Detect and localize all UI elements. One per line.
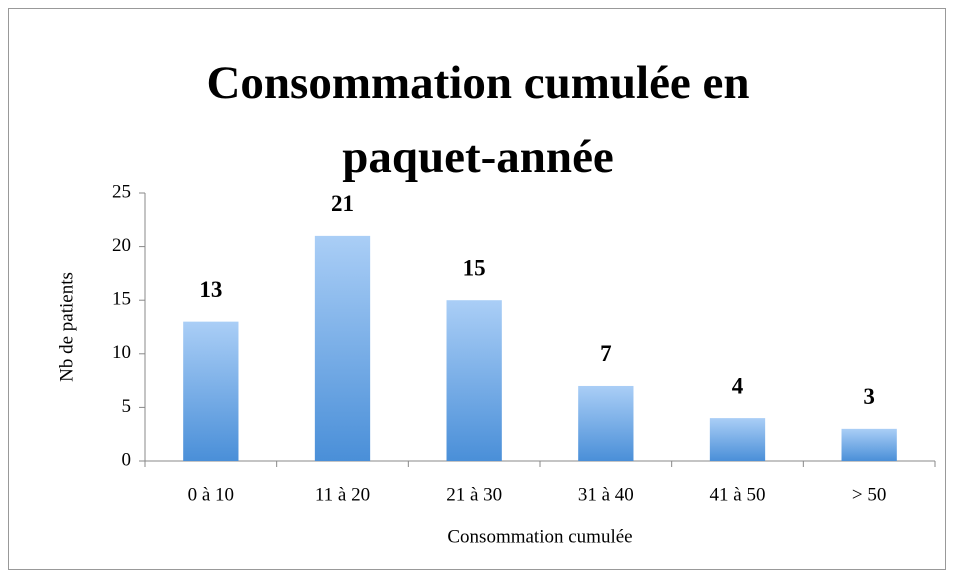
data-label: 4 <box>732 373 744 398</box>
x-tick-label: 41 à 50 <box>710 484 766 505</box>
data-label: 13 <box>199 277 222 302</box>
y-tick-label: 25 <box>112 181 131 202</box>
bar <box>709 418 766 461</box>
bar <box>578 385 634 461</box>
y-tick-label: 5 <box>122 396 132 417</box>
bar <box>841 428 897 461</box>
y-tick-label: 20 <box>112 235 131 256</box>
data-label: 15 <box>463 255 486 280</box>
y-tick-label: 0 <box>122 449 132 470</box>
x-tick-label: 0 à 10 <box>188 484 234 505</box>
x-tick-label: 11 à 20 <box>315 484 370 505</box>
bar <box>183 321 239 461</box>
bar <box>446 300 502 461</box>
x-tick-label: 31 à 40 <box>578 484 634 505</box>
data-label: 3 <box>863 384 875 409</box>
data-label: 21 <box>331 191 354 216</box>
x-axis-title: Consommation cumulée <box>447 526 632 547</box>
chart-title: Consommation cumulée en paquet-année <box>206 57 750 183</box>
x-tick-label: 21 à 30 <box>446 484 502 505</box>
bar <box>314 235 371 461</box>
chart-frame <box>8 8 946 570</box>
data-label: 7 <box>600 341 612 366</box>
y-tick-label: 15 <box>112 289 131 310</box>
y-tick-label: 10 <box>112 342 131 363</box>
x-tick-label: > 50 <box>852 484 886 505</box>
y-axis-title: Nb de patients <box>56 272 77 382</box>
